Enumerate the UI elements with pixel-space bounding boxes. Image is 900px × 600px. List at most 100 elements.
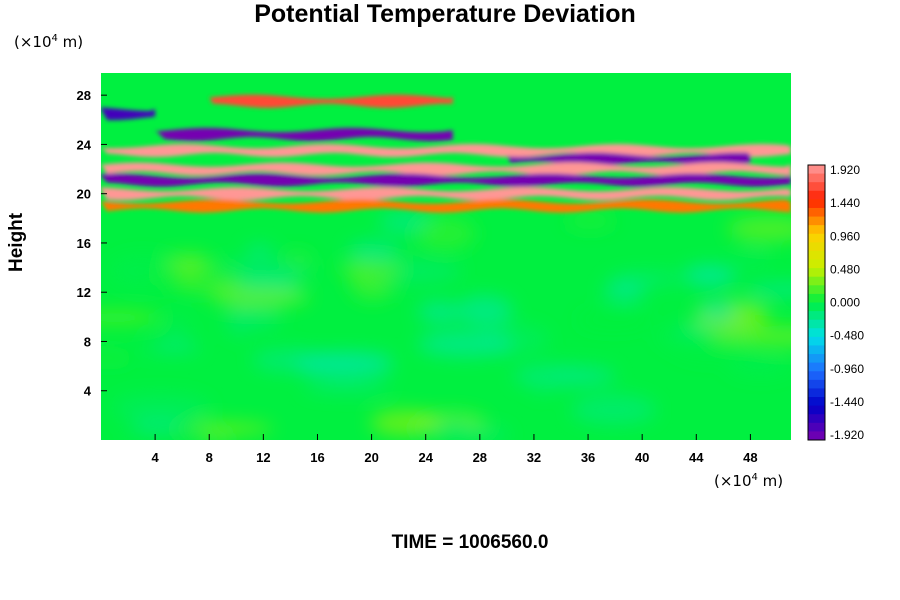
texture-blob <box>295 354 394 380</box>
texture-blob <box>577 310 651 330</box>
colorbar-swatch <box>808 345 825 355</box>
y-tick-label: 24 <box>77 137 92 152</box>
texture-blob <box>738 249 770 265</box>
colorbar-swatch <box>808 362 825 372</box>
x-unit-prefix: (×10 <box>714 472 752 490</box>
y-unit-suffix: m) <box>57 33 84 51</box>
texture-blob <box>683 264 737 287</box>
colorbar-frame <box>807 164 826 441</box>
texture-blob <box>727 216 791 242</box>
y-tick-label: 4 <box>84 384 92 399</box>
colorbar-tick-label: -0.480 <box>830 329 864 343</box>
y-tick-label: 16 <box>77 236 91 251</box>
texture-blob <box>709 331 769 344</box>
colorbar-swatch <box>808 199 825 209</box>
heatmap-band <box>101 162 791 176</box>
x-tick-label: 28 <box>473 450 487 465</box>
heatmap-band <box>101 199 791 213</box>
texture-blob <box>226 303 252 337</box>
texture-blob <box>199 429 231 440</box>
colorbar-swatch <box>808 293 825 303</box>
heatmap-band <box>101 173 791 187</box>
x-tick-label: 48 <box>743 450 757 465</box>
heatmap-band <box>101 187 791 201</box>
colorbar-swatch <box>808 336 825 346</box>
colorbar-swatch <box>808 431 825 441</box>
colorbar-swatch <box>808 268 825 278</box>
colorbar-swatch <box>808 311 825 321</box>
y-axis-unit: (×104 m) <box>14 33 83 51</box>
x-tick-label: 12 <box>256 450 270 465</box>
colorbar-swatch <box>808 173 825 183</box>
y-tick-label: 28 <box>77 88 91 103</box>
colorbar-swatch <box>808 190 825 200</box>
colorbar-swatch <box>808 328 825 338</box>
texture-blob <box>348 240 400 261</box>
x-tick-label: 24 <box>418 450 433 465</box>
colorbar-tick-label: 0.000 <box>830 296 860 310</box>
colorbar-swatch <box>808 276 825 286</box>
colorbar-swatch <box>808 371 825 381</box>
colorbar-tick-label: 0.480 <box>830 262 860 276</box>
heatmap-band <box>155 127 453 142</box>
texture-blob <box>142 266 245 284</box>
time-label: TIME = 1006560.0 <box>391 532 549 553</box>
colorbar-swatch <box>808 397 825 407</box>
y-tick-label: 8 <box>84 334 91 349</box>
texture-blob <box>243 301 280 330</box>
colorbar-swatch <box>808 233 825 243</box>
texture-blob <box>417 331 514 357</box>
colorbar-swatch <box>808 319 825 329</box>
texture-blob <box>526 363 558 395</box>
x-tick-label: 40 <box>635 450 649 465</box>
colorbar-swatch <box>808 182 825 192</box>
colorbar-tick-label: -1.920 <box>830 428 864 442</box>
texture-blob <box>728 355 791 377</box>
texture-blob <box>436 419 476 440</box>
texture-blob <box>571 394 657 426</box>
x-ticks: 4 8 12 16 20 24 28 32 36 40 44 48 <box>152 434 758 465</box>
colorbar-labels: 1.920 1.440 0.960 0.480 0.000 -0.480 -0.960 -1.… <box>830 163 864 442</box>
colorbar-tick-label: -1.440 <box>830 395 864 409</box>
colorbar-swatch <box>808 379 825 389</box>
texture-blob <box>112 393 210 422</box>
x-tick-label: 16 <box>310 450 324 465</box>
x-tick-label: 32 <box>527 450 541 465</box>
colorbar-swatches <box>807 164 826 441</box>
y-unit-exponent: 4 <box>51 33 58 44</box>
texture-blob <box>163 317 189 346</box>
texture-blob <box>338 258 404 280</box>
texture-blob <box>417 301 462 323</box>
colorbar-swatch <box>808 354 825 364</box>
texture-blob <box>164 253 210 265</box>
texture-blob <box>101 351 136 365</box>
texture-blob <box>610 272 682 286</box>
texture-blob <box>209 287 310 307</box>
colorbar-swatch <box>808 250 825 261</box>
x-unit-suffix: m) <box>757 472 784 490</box>
y-ticks: 4 8 12 16 20 24 28 <box>77 88 107 399</box>
colorbar-tick-label: 0.960 <box>830 229 860 243</box>
colorbar-tick-label: -0.960 <box>830 362 864 376</box>
heatmap-band <box>101 107 156 121</box>
colorbar-swatch <box>808 242 825 252</box>
texture-blob <box>246 244 274 257</box>
texture-blob <box>603 280 646 302</box>
colorbar-swatch <box>808 388 825 398</box>
chart-title: Potential Temperature Deviation <box>254 0 636 28</box>
colorbar-swatch <box>808 216 825 226</box>
colorbar-swatch <box>808 285 825 295</box>
heatmap-bands <box>101 94 791 213</box>
texture-blob <box>564 211 616 230</box>
texture-blob <box>699 299 737 322</box>
y-tick-label: 12 <box>77 285 91 300</box>
colorbar-swatch <box>808 405 825 415</box>
colorbar-tick-label: 1.920 <box>830 163 860 177</box>
texture-blob <box>370 409 439 436</box>
texture-blob <box>457 295 513 326</box>
colorbar-swatch <box>808 414 825 424</box>
texture-blob <box>414 216 476 251</box>
colorbar-swatch <box>808 259 825 269</box>
